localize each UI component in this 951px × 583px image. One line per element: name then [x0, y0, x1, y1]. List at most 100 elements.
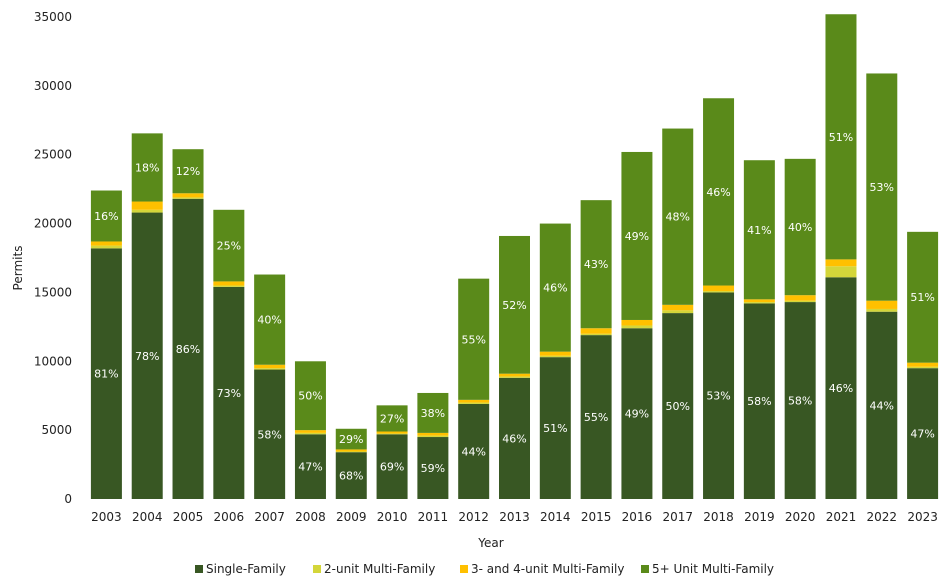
- data-label: 51%: [910, 291, 934, 304]
- bar-segment: [499, 376, 530, 378]
- bar-segment: [580, 333, 612, 336]
- data-label: 46%: [706, 186, 730, 199]
- x-tick-label: 2007: [254, 510, 285, 524]
- bar-segment: [131, 212, 163, 499]
- bar-segment: [172, 198, 204, 500]
- data-label: 73%: [217, 387, 241, 400]
- bar-segment: [866, 311, 898, 499]
- bar-segment: [743, 160, 775, 300]
- bar-segment: [90, 248, 122, 499]
- bar-segment: [172, 197, 204, 199]
- data-label: 16%: [94, 210, 118, 223]
- bar-segment: [907, 366, 939, 369]
- bar-segment: [376, 405, 408, 432]
- bar-segment: [703, 285, 735, 292]
- data-label: 55%: [584, 411, 608, 424]
- x-tick-label: 2012: [458, 510, 489, 524]
- data-label: 86%: [176, 343, 200, 356]
- data-label: 44%: [870, 399, 894, 412]
- data-label: 46%: [829, 382, 853, 395]
- x-axis-ticks: 2003 2004 2005 2006 2007 2008 2009 2010 2011 2012…: [91, 510, 938, 524]
- bar-segment: [417, 432, 449, 436]
- x-tick-label: 2006: [214, 510, 245, 524]
- data-label: 53%: [706, 390, 730, 403]
- bar-segment: [662, 304, 694, 311]
- data-label: 44%: [461, 445, 485, 458]
- bar-segment: [213, 285, 245, 287]
- bar-segment: [825, 259, 857, 267]
- data-label: 58%: [257, 428, 281, 441]
- bar-segment: [825, 277, 857, 499]
- data-label: 47%: [910, 428, 934, 441]
- data-label: 47%: [298, 461, 322, 474]
- x-tick-label: 2016: [622, 510, 653, 524]
- bar-segment: [703, 98, 735, 286]
- data-label: 53%: [870, 181, 894, 194]
- data-label: 41%: [747, 224, 771, 237]
- data-label: 55%: [461, 333, 485, 346]
- data-label: 51%: [829, 131, 853, 144]
- legend-swatch: [313, 565, 321, 573]
- bar-segment: [907, 231, 939, 363]
- bar-segment: [825, 14, 857, 260]
- bar-segment: [907, 362, 939, 367]
- bar-segment: [131, 133, 163, 202]
- data-label: 27%: [380, 412, 404, 425]
- bar-segment: [213, 281, 245, 286]
- x-axis-title: Year: [477, 536, 503, 550]
- bar-segment: [458, 399, 490, 403]
- bar-segment: [621, 151, 653, 320]
- bar-segment: [458, 278, 490, 400]
- x-tick-label: 2003: [91, 510, 122, 524]
- data-label: 29%: [339, 433, 363, 446]
- bar-segment: [254, 369, 286, 499]
- data-label: 18%: [135, 161, 159, 174]
- data-label: 51%: [543, 422, 567, 435]
- y-tick-label: 10000: [34, 354, 72, 368]
- y-tick-label: 25000: [34, 148, 72, 162]
- data-label: 68%: [339, 470, 363, 483]
- x-tick-label: 2008: [295, 510, 326, 524]
- bar-segment: [335, 452, 367, 499]
- bar-segment: [866, 308, 898, 312]
- bar-segment: [621, 328, 653, 499]
- bar-segment: [580, 200, 612, 329]
- bar-segment: [621, 319, 653, 326]
- data-label: 40%: [788, 221, 812, 234]
- bar-segment: [784, 302, 816, 499]
- bar-segment: [539, 355, 571, 358]
- y-tick-label: 30000: [34, 79, 72, 93]
- data-label: 40%: [257, 314, 281, 327]
- bar-segment: [743, 302, 775, 304]
- data-label: 78%: [135, 350, 159, 363]
- bar-segment: [254, 364, 286, 369]
- legend-swatch: [641, 565, 649, 573]
- bar-segment: [213, 286, 245, 499]
- x-tick-label: 2005: [173, 510, 204, 524]
- bar-segment: [784, 295, 816, 301]
- y-tick-label: 15000: [34, 285, 72, 299]
- y-axis-title: Permits: [11, 246, 25, 291]
- y-tick-label: 0: [64, 492, 72, 506]
- bar-segment: [743, 303, 775, 499]
- data-label: 81%: [94, 368, 118, 381]
- data-label: 49%: [625, 408, 649, 421]
- bar-segment: [254, 368, 286, 370]
- x-tick-label: 2010: [377, 510, 408, 524]
- bar-segment: [172, 149, 204, 194]
- data-label: 58%: [747, 395, 771, 408]
- data-label: 50%: [298, 390, 322, 403]
- bar-segment: [335, 451, 367, 453]
- bar-segment: [213, 209, 245, 282]
- data-label: 48%: [666, 211, 690, 224]
- x-tick-label: 2009: [336, 510, 367, 524]
- bar-segment: [294, 430, 326, 433]
- legend-swatch: [460, 565, 468, 573]
- bar-segment: [784, 158, 816, 296]
- bar-segment: [866, 300, 898, 309]
- bar-segment: [703, 292, 735, 499]
- x-tick-label: 2019: [744, 510, 775, 524]
- bar-segment: [131, 201, 163, 210]
- x-tick-label: 2013: [499, 510, 530, 524]
